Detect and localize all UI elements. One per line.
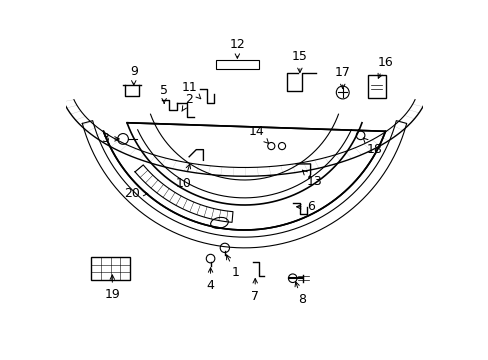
Text: 18: 18 <box>363 138 382 156</box>
Text: 10: 10 <box>176 164 191 190</box>
Text: 7: 7 <box>251 279 259 303</box>
Text: 4: 4 <box>206 268 214 292</box>
Text: 13: 13 <box>302 170 322 188</box>
Text: 3: 3 <box>101 132 119 145</box>
Text: 20: 20 <box>124 187 147 200</box>
Text: 8: 8 <box>294 282 305 306</box>
Text: 19: 19 <box>104 275 120 301</box>
Text: 17: 17 <box>334 66 350 89</box>
Text: 9: 9 <box>129 64 138 85</box>
Text: 14: 14 <box>248 125 268 143</box>
Text: 2: 2 <box>182 93 193 111</box>
Text: 1: 1 <box>226 255 239 279</box>
Text: 5: 5 <box>160 84 168 103</box>
Text: 6: 6 <box>296 200 314 213</box>
Text: 16: 16 <box>377 55 393 78</box>
Text: 12: 12 <box>229 38 244 58</box>
Text: 11: 11 <box>181 81 201 99</box>
Text: 15: 15 <box>291 50 307 73</box>
